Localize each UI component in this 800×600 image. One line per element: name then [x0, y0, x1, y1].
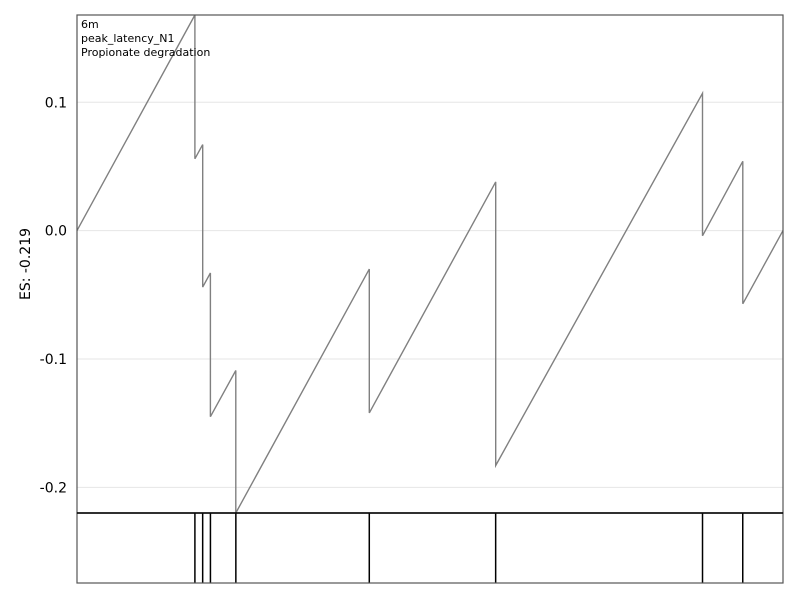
top-panel-frame — [76, 14, 784, 514]
bottom-panel-frame — [76, 512, 784, 584]
y-tick-label: 0.0 — [45, 224, 67, 240]
curve-layer — [76, 14, 784, 514]
hit-layer — [194, 513, 744, 583]
y-tick-label: 0.1 — [45, 95, 67, 111]
es-curve — [76, 14, 784, 514]
annotation-line-3: Propionate degradation — [81, 46, 210, 59]
y-tick-label: -0.2 — [40, 480, 67, 496]
annotation-line-2: peak_latency_N1 — [81, 32, 175, 45]
grid-layer — [77, 101, 783, 488]
y-tick-labels: 0.1 0.0 -0.1 -0.2 — [40, 95, 67, 496]
y-axis-label: ES: -0.219 — [18, 228, 34, 300]
annotation-line-1: 6m — [81, 18, 99, 31]
y-tick-label: -0.1 — [40, 352, 67, 368]
